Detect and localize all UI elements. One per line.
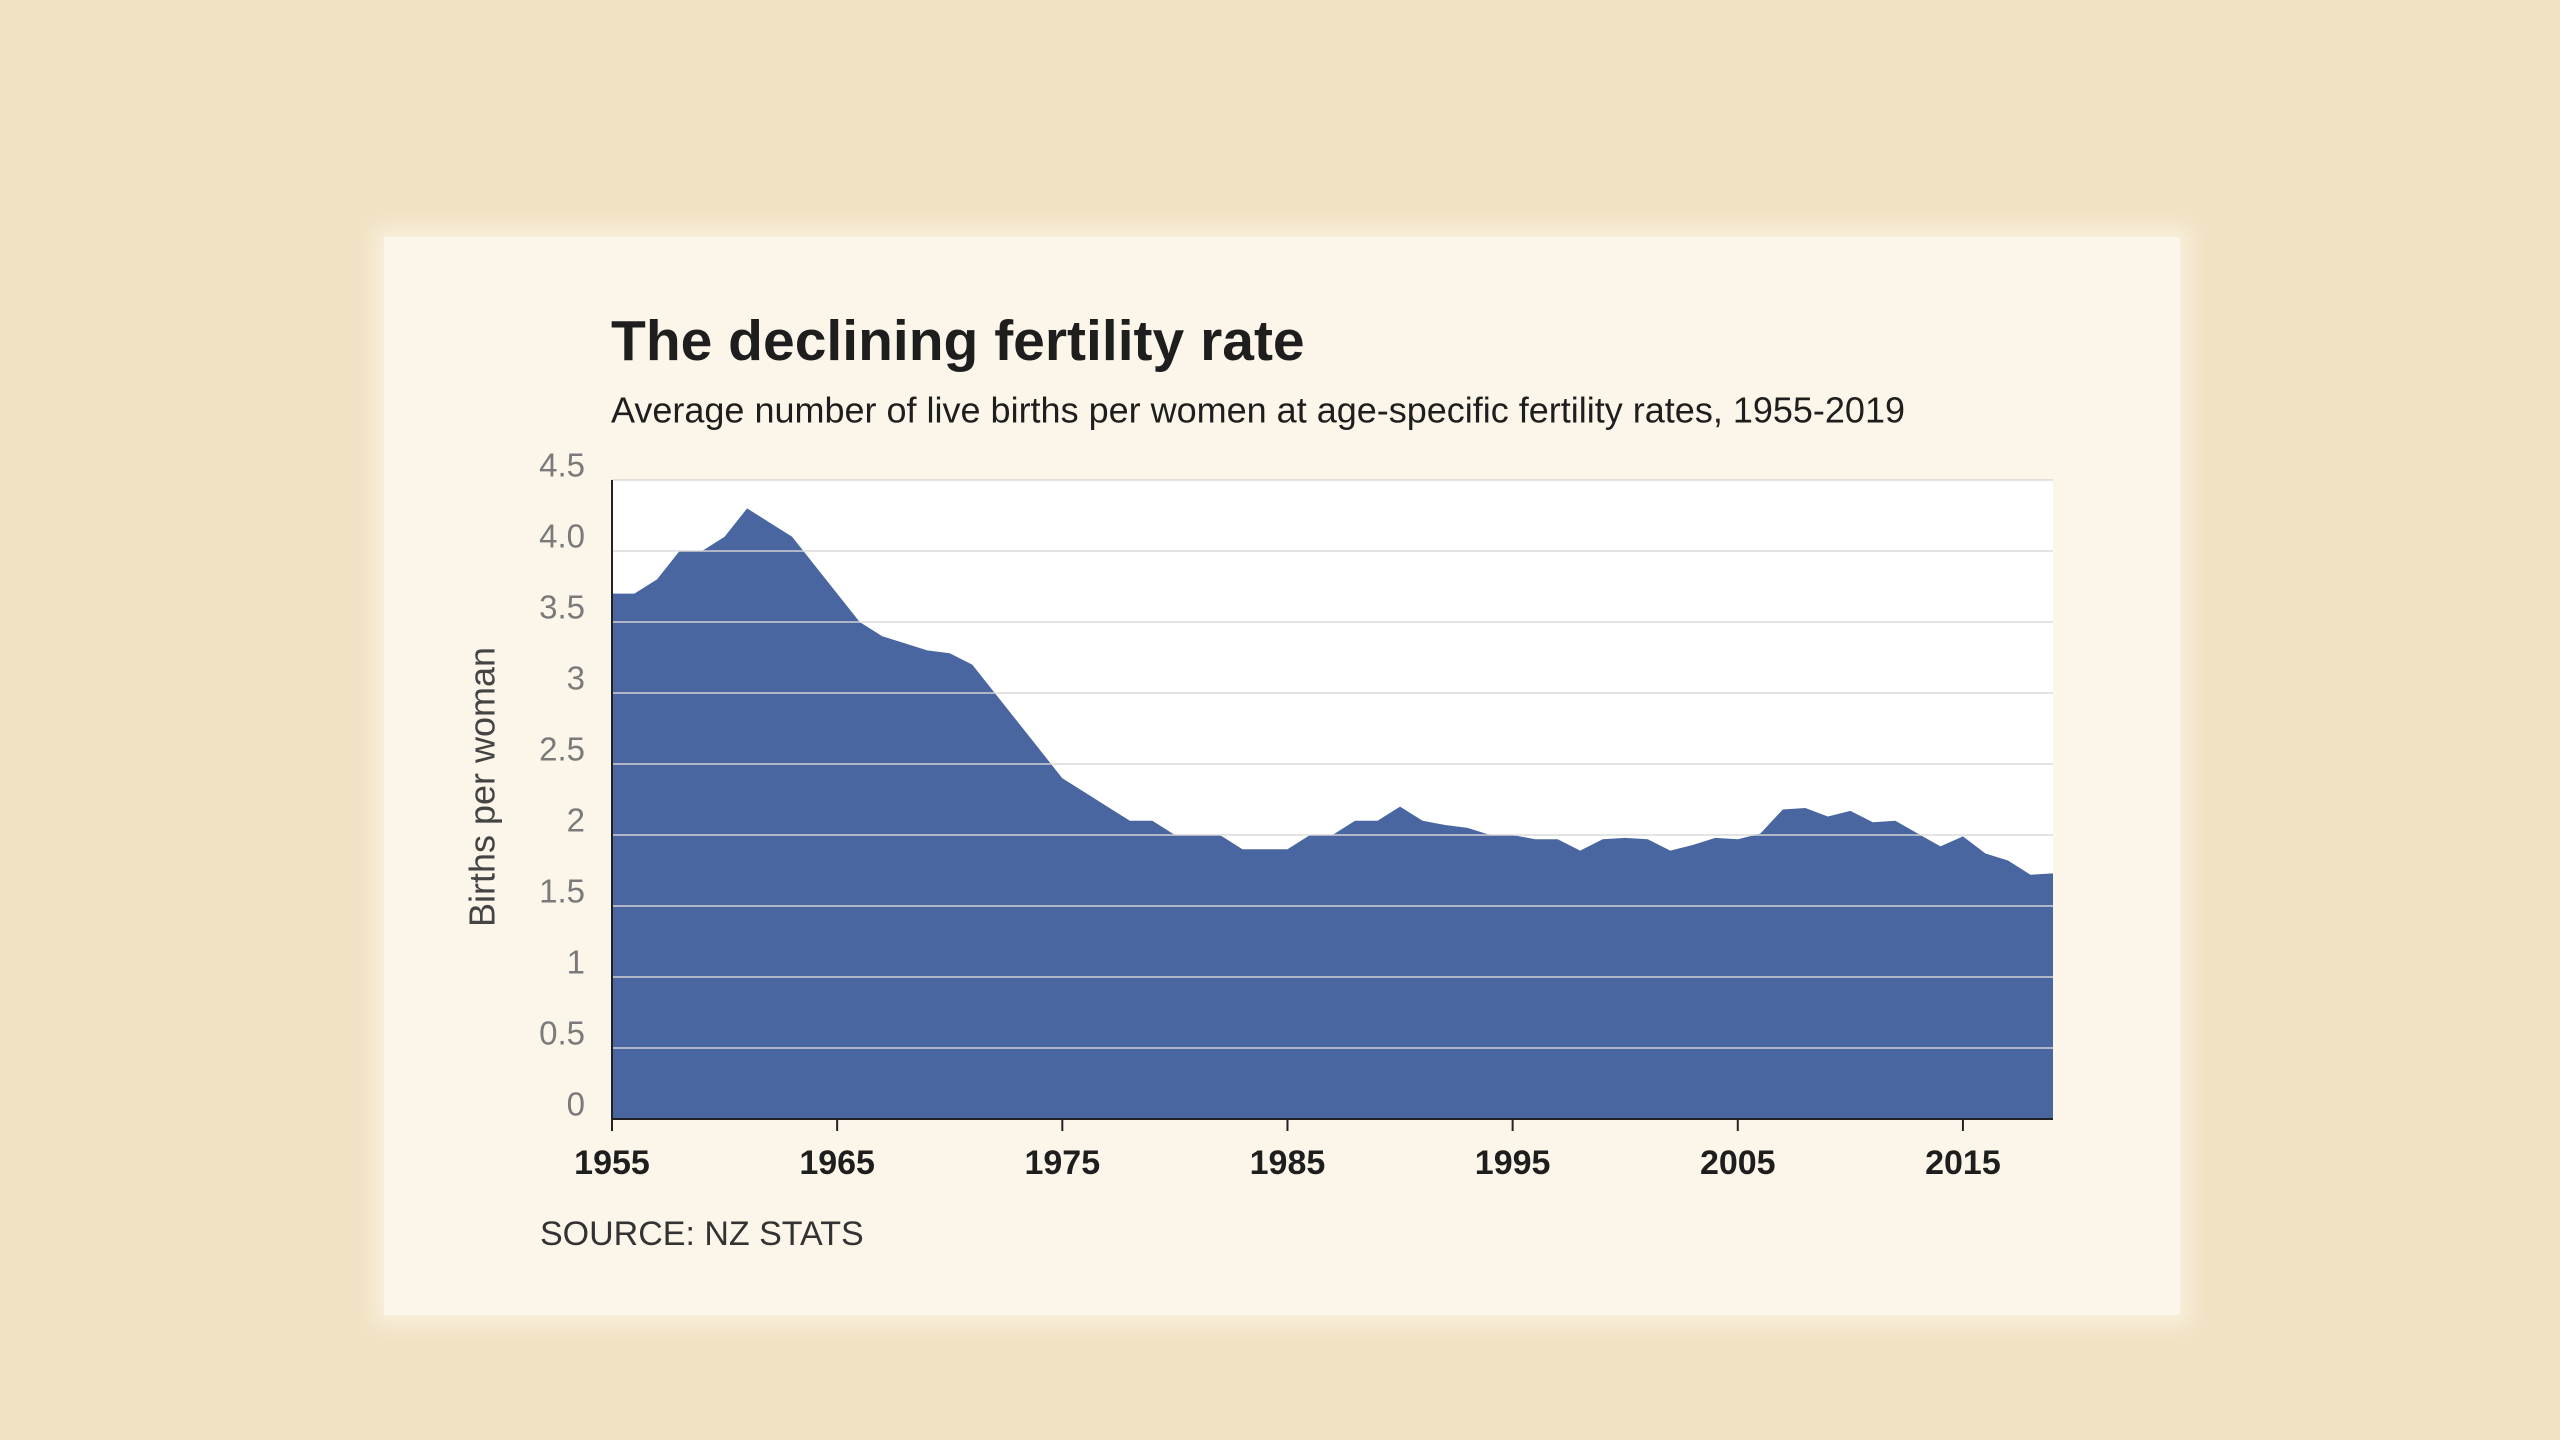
area [612, 508, 2053, 1119]
chart-title: The declining fertility rate [611, 309, 1305, 373]
chart-subtitle: Average number of live births per women … [611, 390, 1905, 431]
y-tick-label: 1 [567, 944, 585, 981]
x-tick-label: 2005 [1700, 1144, 1776, 1182]
y-tick-label: 3.5 [539, 589, 585, 626]
y-tick-label: 4.5 [539, 447, 585, 484]
y-tick-label: 2 [567, 802, 585, 839]
y-tick-label: 4.0 [539, 518, 585, 555]
source-note: SOURCE: NZ STATS [540, 1215, 864, 1253]
y-axis-label: Births per woman [462, 647, 503, 927]
y-tick-label: 0.5 [539, 1015, 585, 1052]
x-tick-label: 1965 [799, 1144, 875, 1182]
y-tick-label: 1.5 [539, 873, 585, 910]
x-tick-label: 1975 [1024, 1144, 1100, 1182]
x-tick-label: 1995 [1475, 1144, 1551, 1182]
x-tick-label: 1985 [1250, 1144, 1326, 1182]
y-tick-label: 0 [567, 1086, 585, 1123]
x-tick-label: 2015 [1925, 1144, 2001, 1182]
x-tick-label: 1955 [574, 1144, 650, 1182]
y-tick-label: 2.5 [539, 731, 585, 768]
y-tick-label: 3 [567, 660, 585, 697]
